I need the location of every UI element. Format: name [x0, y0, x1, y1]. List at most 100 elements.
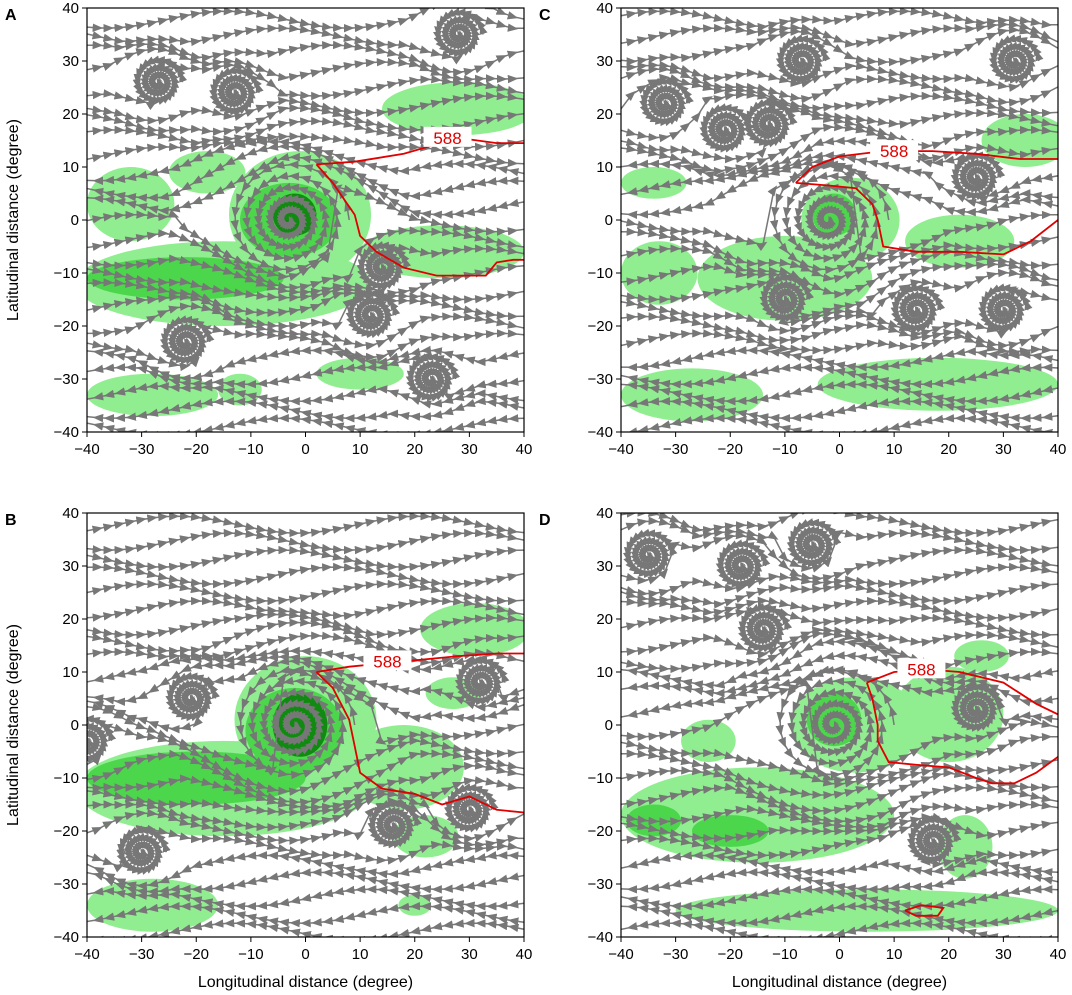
- vortex-streamline: [775, 34, 831, 84]
- y-tick-label: 20: [62, 611, 79, 628]
- shading-light: [894, 666, 1004, 763]
- vortex-streamline: [786, 518, 842, 568]
- x-tick-label: 30: [461, 441, 478, 458]
- contour-588-line: [865, 682, 1058, 785]
- x-tick-label: −40: [608, 946, 633, 963]
- contour-label: 588: [433, 129, 461, 148]
- shading-medium: [692, 815, 769, 847]
- y-tick-label: −10: [54, 770, 79, 787]
- vortex-streamline: [743, 97, 798, 148]
- vortex-streamline: [759, 272, 815, 323]
- plot-area: 588: [621, 8, 1058, 432]
- vortex-streamline: [165, 671, 220, 722]
- vortex-streamline: [367, 799, 423, 849]
- x-tick-label: 40: [516, 946, 533, 963]
- vortex-streamline: [639, 76, 694, 127]
- vortex-streamline: [405, 352, 461, 402]
- panel-a: 588 −40 −30 −20 −10 0 10 20 30 40 −40 −30 −20 −10 0 10 2…: [5, 0, 532, 458]
- y-tick-label: −30: [54, 876, 79, 893]
- y-tick-label: −40: [588, 929, 613, 946]
- streamline: [621, 329, 1058, 356]
- vortex-streamline: [159, 315, 215, 365]
- x-tick-label: −30: [663, 441, 688, 458]
- shading-light: [398, 894, 432, 916]
- vortex-streamline: [433, 8, 488, 58]
- x-tick-label: 10: [352, 441, 369, 458]
- x-tick-label: −20: [718, 946, 743, 963]
- vortex-streamline: [977, 283, 1033, 333]
- contour-label: 588: [907, 660, 935, 679]
- streamline: [621, 581, 1058, 609]
- y-tick-label: −20: [588, 823, 613, 840]
- streamline: [621, 531, 1058, 585]
- y-tick-label: 0: [71, 717, 79, 734]
- y-tick-label: −30: [588, 876, 613, 893]
- y-tick-label: −20: [54, 823, 79, 840]
- vortex-streamline: [116, 825, 171, 875]
- y-tick-label: −40: [54, 424, 79, 441]
- x-tick-label: 40: [1050, 946, 1067, 963]
- vortex-streamline: [906, 814, 962, 865]
- y-tick-label: −40: [54, 929, 79, 946]
- y-tick-label: −10: [588, 265, 613, 282]
- streamline: [621, 596, 1058, 623]
- vortex-streamline: [715, 539, 771, 589]
- y-tick-label: 40: [596, 0, 613, 17]
- y-tick-label: 0: [605, 212, 613, 229]
- y-tick-label: −10: [588, 770, 613, 787]
- y-axis-title: Latitudinal distance (degree): [5, 624, 22, 826]
- x-axis-title: Longitudinal distance (degree): [732, 974, 947, 991]
- panel-label: A: [5, 7, 17, 24]
- y-tick-label: 30: [62, 558, 79, 575]
- x-tick-label: 20: [940, 946, 957, 963]
- vortex-streamline: [950, 682, 1006, 732]
- streamline: [87, 396, 524, 423]
- streamline: [87, 579, 524, 606]
- y-tick-label: 20: [596, 106, 613, 123]
- x-tick-label: −40: [608, 441, 633, 458]
- panel-label: D: [539, 512, 551, 529]
- y-tick-label: −10: [54, 265, 79, 282]
- panel-label: C: [539, 7, 551, 24]
- x-tick-label: 20: [406, 441, 423, 458]
- streamline: [621, 812, 1058, 843]
- contour-label-bg: [897, 658, 946, 679]
- y-tick-label: 30: [62, 53, 79, 70]
- vortex-streamline: [230, 160, 353, 275]
- shading-light: [87, 878, 219, 932]
- vortex-streamline: [988, 34, 1044, 84]
- x-tick-label: −40: [74, 441, 99, 458]
- x-tick-label: −10: [772, 946, 797, 963]
- shading-light: [954, 640, 1009, 672]
- streamline: [621, 868, 1058, 894]
- y-tick-label: 10: [596, 159, 613, 176]
- y-tick-label: 10: [596, 664, 613, 681]
- y-tick-label: 0: [605, 717, 613, 734]
- streamline: [621, 819, 1058, 869]
- x-tick-label: −10: [772, 441, 797, 458]
- x-tick-label: 30: [461, 946, 478, 963]
- panel-label: B: [5, 512, 17, 529]
- vortex-streamline: [950, 150, 1006, 201]
- vortex-streamline: [345, 288, 401, 339]
- panel-b: 588 −40 −30 −20 −10 0 10 20 30 40 −40 −30 −20 −10 0 10 2…: [5, 505, 532, 991]
- x-tick-label: 0: [835, 946, 843, 963]
- streamline: [87, 562, 524, 589]
- y-tick-label: 20: [596, 611, 613, 628]
- x-tick-label: 0: [835, 441, 843, 458]
- y-axis-title: Latitudinal distance (degree): [5, 119, 22, 321]
- plot-area: 588: [87, 8, 524, 432]
- y-tick-label: −20: [54, 318, 79, 335]
- panel-c: 588 −40 −30 −20 −10 0 10 20 30 40 −40 −30 −20 −10 0 10 2…: [539, 0, 1066, 458]
- x-tick-label: 10: [886, 946, 903, 963]
- y-tick-label: 0: [71, 212, 79, 229]
- contour-label-bg: [423, 126, 472, 147]
- vortex-streamline: [769, 160, 892, 275]
- shading-light: [168, 151, 246, 194]
- contour-588-line: [315, 671, 524, 814]
- streamline: [87, 8, 524, 33]
- y-tick-label: 40: [62, 0, 79, 17]
- y-tick-label: −40: [588, 424, 613, 441]
- x-tick-label: −10: [238, 441, 263, 458]
